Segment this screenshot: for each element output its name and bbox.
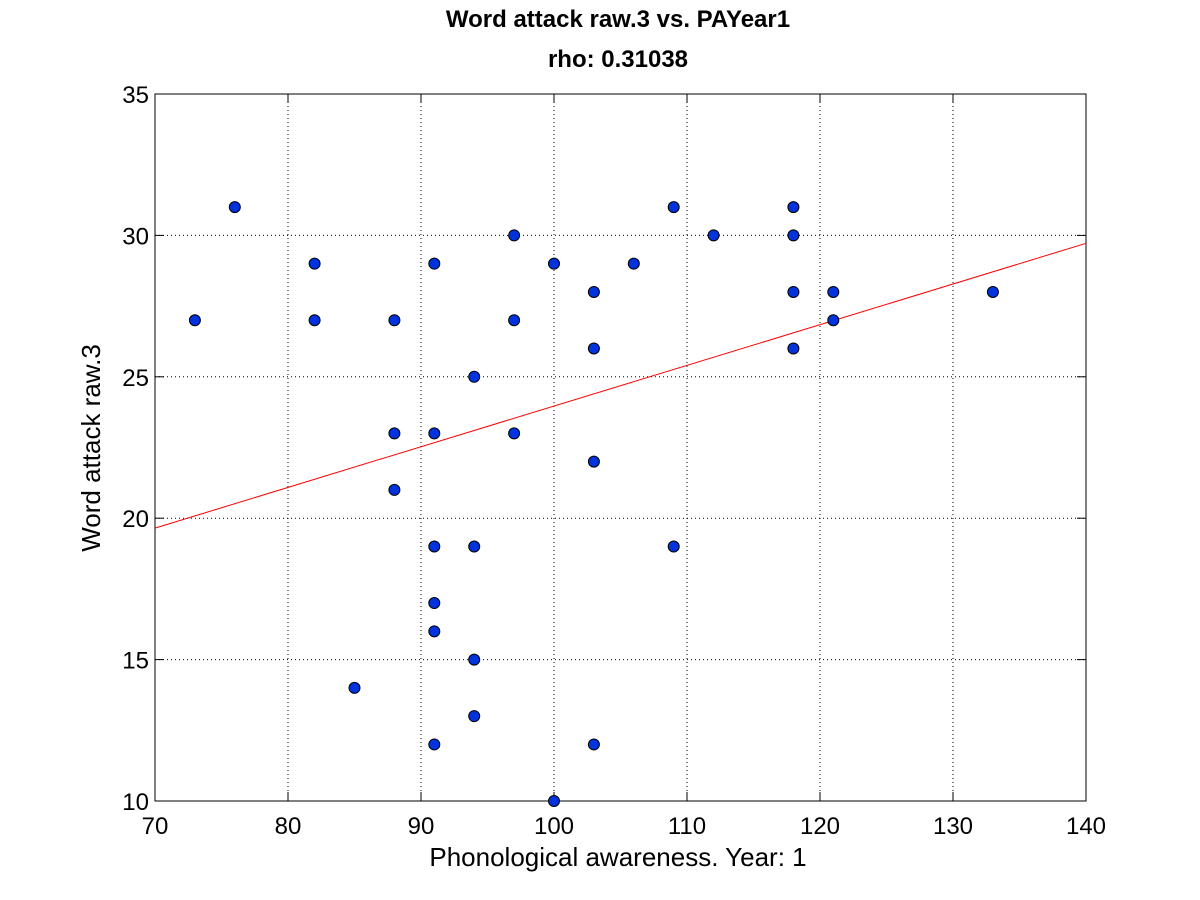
scatter-points bbox=[188, 201, 999, 807]
scatter-point bbox=[228, 201, 241, 214]
scatter-point bbox=[428, 427, 441, 440]
scatter-point bbox=[787, 285, 800, 298]
x-tick-label: 70 bbox=[142, 813, 169, 840]
scatter-point bbox=[308, 314, 321, 327]
plot-area-frame bbox=[154, 93, 1087, 802]
scatter-point bbox=[428, 597, 441, 610]
scatter-point bbox=[508, 314, 521, 327]
scatter-point bbox=[587, 455, 600, 468]
scatter-point bbox=[508, 427, 521, 440]
chart-subtitle: rho: 0.31038 bbox=[548, 46, 688, 73]
scatter-point bbox=[827, 285, 840, 298]
scatter-point bbox=[468, 710, 481, 723]
x-tick-label: 100 bbox=[534, 813, 574, 840]
chart-title: Word attack raw.3 vs. PAYear1 bbox=[446, 6, 790, 33]
y-tick-label: 35 bbox=[122, 82, 149, 109]
y-tick-label: 30 bbox=[122, 223, 149, 250]
scatter-point bbox=[428, 257, 441, 270]
scatter-point bbox=[787, 201, 800, 214]
scatter-point bbox=[986, 285, 999, 298]
scatter-point bbox=[827, 314, 840, 327]
scatter-point bbox=[428, 540, 441, 553]
scatter-point bbox=[188, 314, 201, 327]
scatter-point bbox=[468, 653, 481, 666]
scatter-point bbox=[667, 540, 680, 553]
y-tick-label: 15 bbox=[122, 648, 149, 675]
y-axis-label: Word attack raw.3 bbox=[76, 344, 106, 552]
regression-line-group bbox=[154, 242, 1087, 529]
scatter-point bbox=[388, 483, 401, 496]
x-tick-label: 80 bbox=[275, 813, 302, 840]
scatter-point bbox=[587, 342, 600, 355]
scatter-point bbox=[548, 257, 560, 270]
scatter-point bbox=[428, 738, 441, 751]
regression-line bbox=[154, 242, 1087, 529]
x-tick-label: 140 bbox=[1066, 813, 1106, 840]
x-axis-label: Phonological awareness. Year: 1 bbox=[429, 842, 806, 872]
y-tick-label: 20 bbox=[122, 506, 149, 533]
scatter-point bbox=[587, 285, 600, 298]
scatter-point bbox=[468, 370, 481, 383]
axis-ticks: 70 80 90 100 110 120 130 140 10 15 20 25 30 35 bbox=[122, 82, 1106, 840]
scatter-point bbox=[667, 201, 680, 214]
x-tick-label: 90 bbox=[408, 813, 435, 840]
scatter-point bbox=[587, 738, 600, 751]
scatter-point bbox=[787, 229, 800, 242]
scatter-point bbox=[707, 229, 720, 242]
scatter-point bbox=[308, 257, 321, 270]
scatter-point bbox=[388, 427, 401, 440]
scatter-point bbox=[508, 229, 521, 242]
x-tick-label: 120 bbox=[800, 813, 840, 840]
scatter-point bbox=[428, 625, 441, 638]
scatter-point bbox=[348, 681, 361, 694]
scatter-point bbox=[627, 257, 640, 270]
scatter-point bbox=[787, 342, 800, 355]
x-tick-label: 110 bbox=[668, 813, 706, 840]
scatter-point bbox=[468, 540, 481, 553]
y-tick-label: 10 bbox=[122, 789, 149, 816]
y-tick-label: 25 bbox=[122, 365, 149, 392]
scatter-point bbox=[548, 795, 560, 807]
scatter-point bbox=[388, 314, 401, 327]
x-tick-label: 130 bbox=[933, 813, 973, 840]
